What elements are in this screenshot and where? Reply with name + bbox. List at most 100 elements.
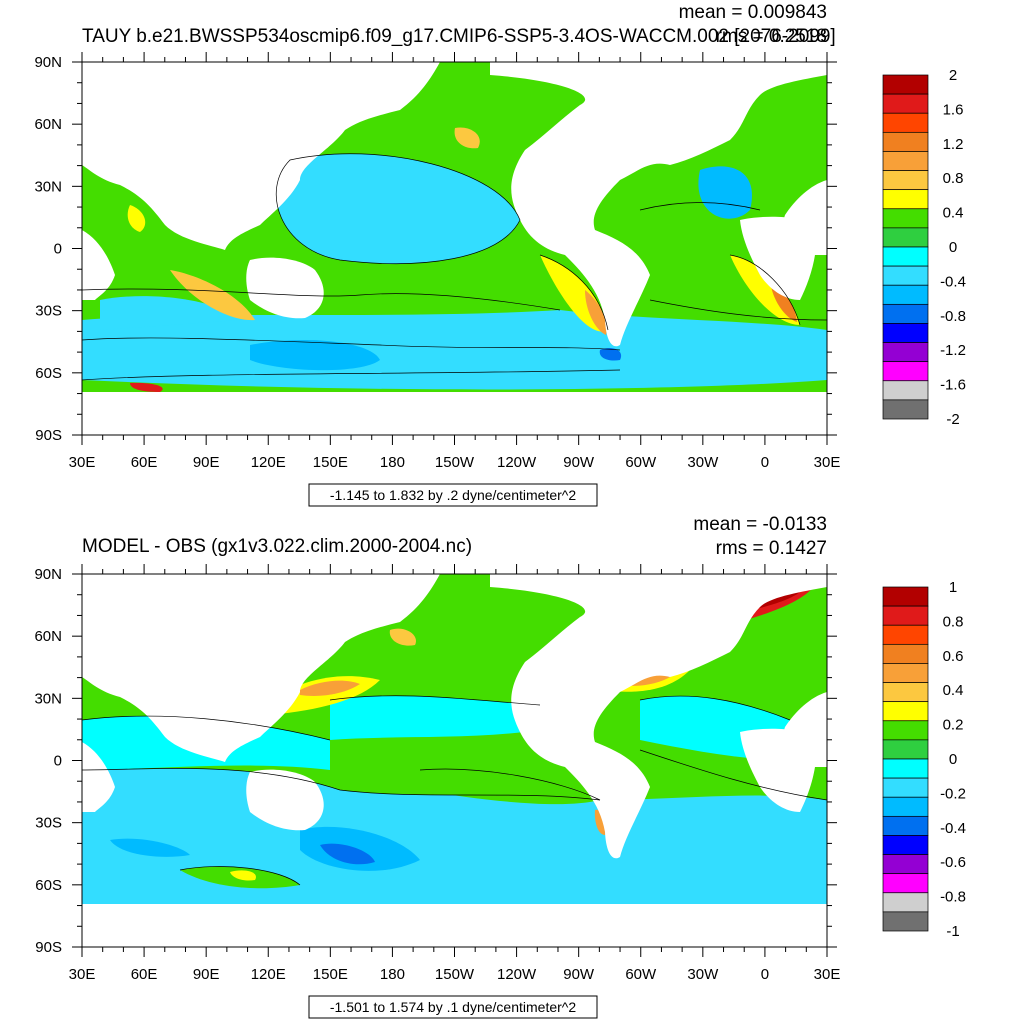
x-tick-label: 180 <box>380 966 405 983</box>
panel-2-land <box>82 574 827 947</box>
panel-1-field-cyan-south <box>82 310 827 390</box>
y-tick-label: 30S <box>35 815 62 832</box>
x-tick-label: 30E <box>814 454 841 471</box>
x-tick-label: 90W <box>563 454 595 471</box>
colorbar-label: 2 <box>949 67 957 84</box>
y-tick-label: 60N <box>34 628 62 645</box>
colorbar-swatch <box>882 682 929 703</box>
panel-1: TAUY b.e21.BWSSP534oscmip6.f09_g17.CMIP6… <box>34 2 966 507</box>
x-tick-label: 90E <box>193 966 220 983</box>
colorbar-swatch <box>882 777 929 798</box>
panel-1-field-blue-drake <box>599 348 622 361</box>
colorbar-swatch <box>882 605 929 626</box>
panel-1-field-cyan-pacific <box>276 153 520 264</box>
colorbar-label: 0.4 <box>943 205 964 222</box>
colorbar-swatch <box>882 911 929 932</box>
panel-1-field-yellow-nw-pac <box>454 127 480 149</box>
y-tick-label: 60S <box>35 877 62 894</box>
panel-2-mean: mean = -0.0133 <box>693 514 827 535</box>
panel-2-field-blue-io <box>110 838 190 857</box>
colorbar-label: -0.6 <box>940 854 966 871</box>
colorbar-swatch <box>882 93 929 114</box>
panel-1-axes: 30E 60E 90E 120E 150E 180 150W 120W 90W 60W 30W 0 30… <box>34 52 840 471</box>
colorbar-label: 1 <box>949 579 957 596</box>
panel-1-field-yellow-wa <box>170 270 255 321</box>
colorbar-label: 0.6 <box>943 648 964 665</box>
colorbar-swatch <box>882 701 929 722</box>
x-tick-label: 60E <box>131 966 158 983</box>
panel-1-field-yellow-arabian <box>127 205 146 232</box>
colorbar-swatch <box>882 342 929 363</box>
colorbar-label: 1.2 <box>943 136 964 153</box>
panel-1-subtitle-box: -1.145 to 1.832 by .2 dyne/centimeter^2 <box>308 483 598 507</box>
colorbar-label: -0.8 <box>940 308 966 325</box>
panel-2-field-cyan-wpac <box>330 695 540 740</box>
x-tick-label: 30E <box>69 966 96 983</box>
panel-2-title: MODEL - OBS (gx1v3.022.clim.2000-2004.nc… <box>82 536 472 557</box>
y-tick-label: 0 <box>54 241 62 258</box>
colorbar-label: 0.8 <box>943 170 964 187</box>
colorbar-label: 0.8 <box>943 613 964 630</box>
y-tick-label: 30N <box>34 178 62 195</box>
panel-2-subtitle: -1.501 to 1.574 by .1 dyne/centimeter^2 <box>330 999 576 1015</box>
panel-1-contours <box>82 153 827 381</box>
colorbar-label: -0.4 <box>940 820 966 837</box>
colorbar-swatch <box>882 74 929 95</box>
x-tick-label: 60W <box>625 966 657 983</box>
colorbar-swatch <box>882 170 929 191</box>
x-tick-label: 90W <box>563 966 595 983</box>
colorbar-swatch <box>882 815 929 836</box>
colorbar-swatch <box>882 323 929 343</box>
panel-1-field-blue-southpacific <box>250 340 380 371</box>
x-tick-label: 30W <box>687 966 719 983</box>
panel-1-subtitle: -1.145 to 1.832 by .2 dyne/centimeter^2 <box>330 487 576 503</box>
colorbar-label: -1 <box>946 923 959 940</box>
panel-2-colorbar: 1 0.8 0.6 0.4 0.2 0 -0.2 -0.4 -0.6 -0.8 -1 <box>882 579 966 940</box>
panel-1-land <box>82 62 827 435</box>
colorbar-swatch <box>882 758 929 779</box>
colorbar-swatch <box>882 112 929 133</box>
panel-1-field-red-sw <box>130 382 163 392</box>
colorbar-swatch <box>882 854 929 875</box>
colorbar-swatch <box>882 873 929 894</box>
colorbar-swatch <box>882 265 929 286</box>
colorbar-label: 0.2 <box>943 717 964 734</box>
panel-1-mean: mean = 0.009843 <box>679 2 827 23</box>
y-tick-label: 60N <box>34 116 62 133</box>
panel-2-field-yellow-so <box>230 870 256 881</box>
colorbar-label: 0 <box>949 751 957 768</box>
x-tick-label: 120E <box>251 966 286 983</box>
panel-2-field-orange-kuroshio <box>300 680 360 696</box>
x-tick-label: 30E <box>69 454 96 471</box>
x-tick-label: 60W <box>625 454 657 471</box>
colorbar-label: -0.2 <box>940 785 966 802</box>
colorbar-swatch <box>882 643 929 664</box>
colorbar-swatch <box>882 796 929 817</box>
colorbar-swatch <box>882 399 929 420</box>
y-tick-label: 60S <box>35 365 62 382</box>
x-tick-label: 150E <box>313 966 348 983</box>
colorbar-swatch <box>882 624 929 645</box>
x-tick-label: 120E <box>251 454 286 471</box>
colorbar-label: -1.6 <box>940 377 966 394</box>
x-tick-label: 120W <box>497 966 537 983</box>
colorbar-swatch <box>882 227 929 248</box>
x-tick-label: 90E <box>193 454 220 471</box>
colorbar-swatch <box>882 380 929 401</box>
y-tick-label: 30S <box>35 303 62 320</box>
y-tick-label: 30N <box>34 690 62 707</box>
colorbar-swatch <box>882 361 929 382</box>
x-tick-label: 60E <box>131 454 158 471</box>
x-tick-label: 150W <box>435 966 475 983</box>
colorbar-swatch <box>882 284 929 305</box>
x-tick-label: 30E <box>814 966 841 983</box>
panel-2-rms: rms = 0.1427 <box>716 538 827 559</box>
y-tick-label: 90N <box>34 566 62 583</box>
colorbar-swatch <box>882 835 929 855</box>
panel-1-field-cyan-indian <box>100 296 240 330</box>
colorbar-label: -1.2 <box>940 342 966 359</box>
colorbar-swatch <box>882 303 929 324</box>
panel-1-colorbar: 2 1.6 1.2 0.8 0.4 0 -0.4 -0.8 -1.2 -1.6 -2 <box>882 67 966 428</box>
y-tick-label: 90S <box>35 939 62 956</box>
colorbar-swatch <box>882 586 929 607</box>
